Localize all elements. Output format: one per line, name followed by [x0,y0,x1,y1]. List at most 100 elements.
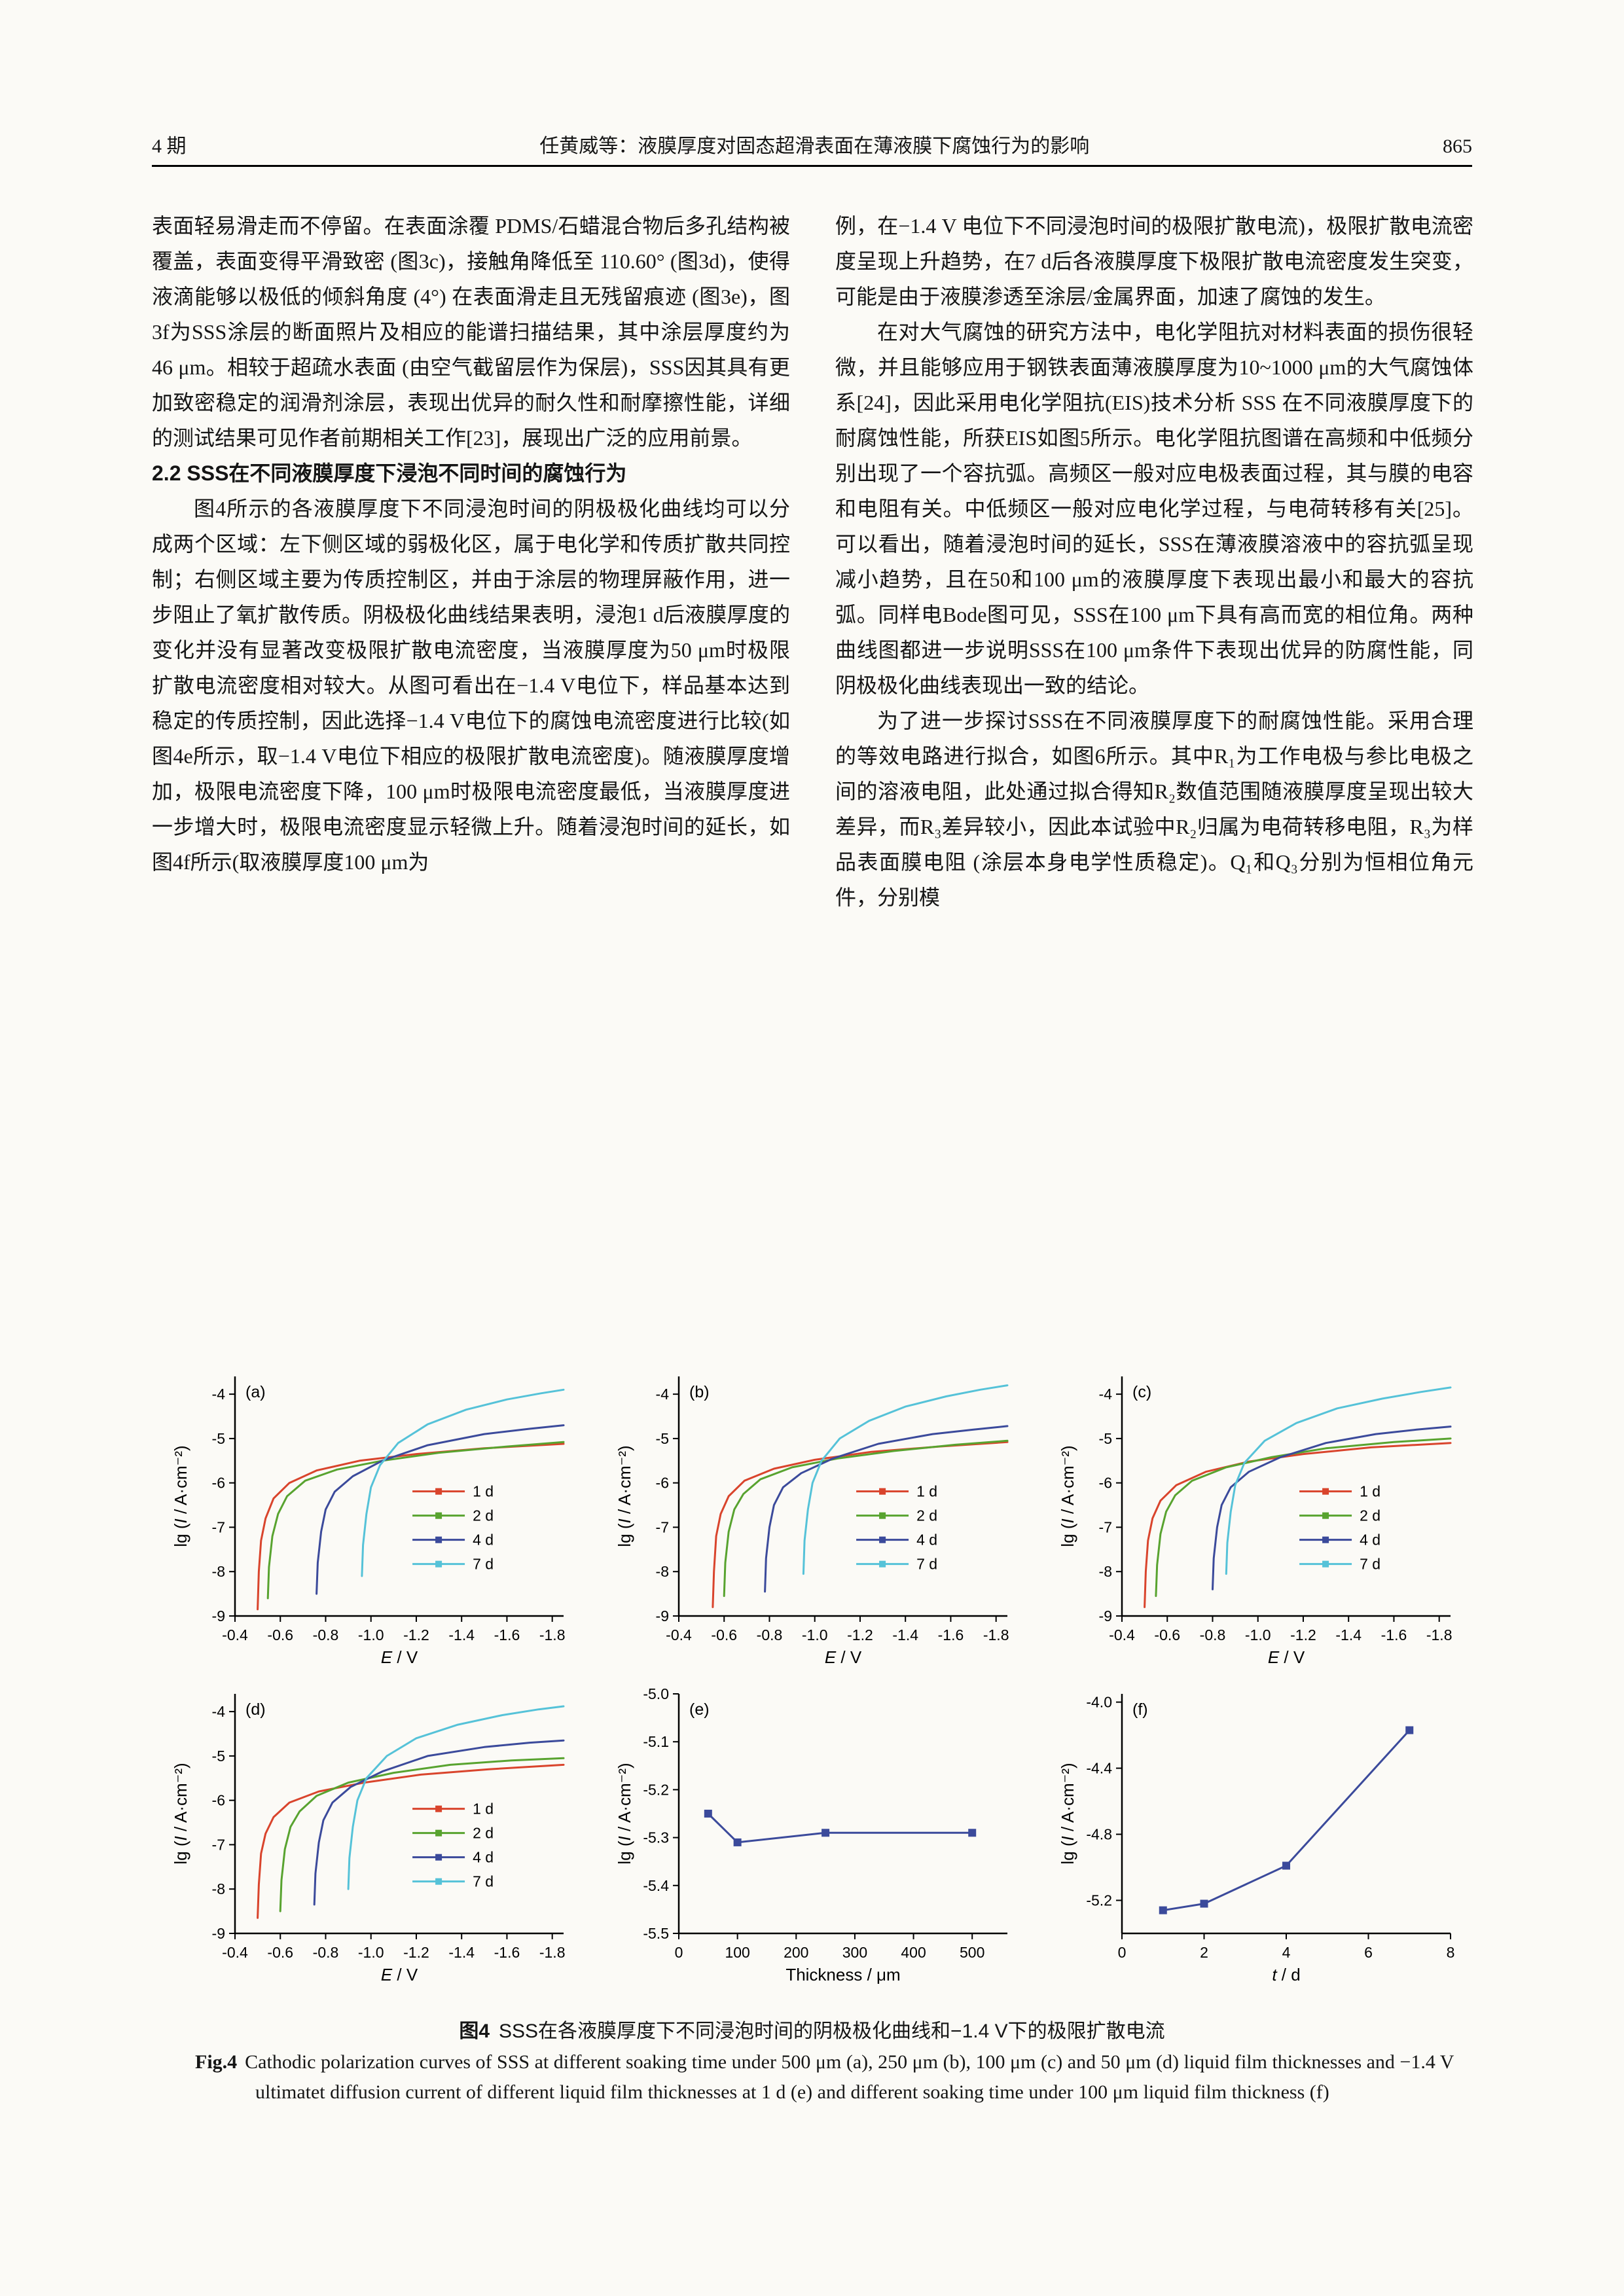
svg-text:4 d: 4 d [473,1849,494,1866]
svg-text:-1.0: -1.0 [1245,1626,1271,1643]
svg-text:4 d: 4 d [916,1532,937,1549]
svg-text:-8: -8 [1099,1563,1112,1580]
svg-text:2 d: 2 d [1360,1507,1380,1524]
svg-text:E / V: E / V [1268,1647,1305,1667]
svg-text:-5.2: -5.2 [643,1781,669,1798]
svg-text:4 d: 4 d [1360,1532,1380,1549]
svg-text:Thickness / μm: Thickness / μm [785,1965,900,1984]
svg-text:-6: -6 [655,1475,668,1492]
body-paragraph: 表面轻易滑走而不停留。在表面涂覆 PDMS/石蜡混合物后多孔结构被覆盖，表面变得… [152,214,790,450]
figure-caption-en: Fig.4 Cathodic polarization curves of SSS… [195,2047,1506,2108]
svg-text:-0.8: -0.8 [1200,1626,1226,1643]
svg-text:-5.3: -5.3 [643,1829,669,1846]
svg-text:7 d: 7 d [916,1556,937,1573]
svg-text:-4: -4 [655,1386,669,1403]
svg-text:-0.6: -0.6 [267,1626,293,1643]
svg-text:lg (I / A·cm⁻²): lg (I / A·cm⁻²) [1058,1445,1077,1547]
svg-text:E / V: E / V [381,1647,418,1667]
svg-text:-1.4: -1.4 [1335,1626,1362,1643]
svg-text:4 d: 4 d [473,1532,494,1549]
figure-caption-cn-label: 图4 [459,2020,490,2042]
svg-text:lg (I / A·cm⁻²): lg (I / A·cm⁻²) [1058,1763,1077,1864]
svg-text:2: 2 [1200,1944,1208,1961]
svg-text:-6: -6 [1099,1475,1112,1492]
svg-text:t / d: t / d [1272,1965,1300,1984]
svg-text:-1.0: -1.0 [358,1626,384,1643]
svg-text:-6: -6 [212,1792,225,1809]
svg-text:2 d: 2 d [473,1507,494,1524]
svg-text:-5.5: -5.5 [643,1925,669,1942]
svg-text:-5.4: -5.4 [643,1877,669,1894]
plot-c-polarization-100um: -0.4 -0.6 -0.8 -1.0 -1.2 -1.4 -1.6 -1.8 -9 -8 -7 -6… [1058,1376,1453,1667]
svg-text:(a): (a) [245,1383,266,1401]
body-paragraph: 在对大气腐蚀的研究方法中，电化学阻抗对材料表面的损伤很轻微，并且能够应用于钢铁表… [835,320,1473,697]
svg-text:-1.4: -1.4 [448,1626,475,1643]
figure-4: -0.4 -0.6 -0.8 -1.0 -1.2 -1.4 -1.6 -1.8 -9 -8 -7 -6… [167,1365,1460,1990]
plot-d-polarization-50um: -0.4 -0.6 -0.8 -1.0 -1.2 -1.4 -1.6 -1.8 -9 -8 -7 -6… [171,1694,566,1984]
svg-text:400: 400 [901,1944,926,1961]
svg-text:-1.8: -1.8 [983,1626,1009,1643]
svg-text:-8: -8 [655,1563,668,1580]
svg-text:-1.6: -1.6 [494,1626,520,1643]
svg-text:(d): (d) [245,1700,266,1719]
svg-text:2 d: 2 d [916,1507,937,1524]
svg-text:-0.8: -0.8 [313,1626,339,1643]
svg-text:-4.0: -4.0 [1086,1694,1112,1711]
svg-text:(f): (f) [1132,1700,1148,1719]
svg-text:-4: -4 [1099,1386,1113,1403]
svg-text:-1.0: -1.0 [358,1944,384,1961]
svg-text:-1.0: -1.0 [801,1626,827,1643]
svg-text:-5: -5 [655,1430,668,1447]
figure-caption-en-label: Fig.4 [195,2051,238,2073]
svg-text:-0.4: -0.4 [222,1626,248,1643]
svg-text:7 d: 7 d [473,1873,494,1890]
svg-text:-1.4: -1.4 [892,1626,918,1643]
svg-text:1 d: 1 d [473,1801,494,1818]
body-paragraph: 图4所示的各液膜厚度下不同浸泡时间的阴极极化曲线均可以分成两个区域：左下侧区域的… [152,497,790,874]
svg-text:200: 200 [784,1944,808,1961]
svg-text:-4.4: -4.4 [1086,1760,1112,1777]
svg-text:-0.6: -0.6 [267,1944,293,1961]
svg-text:300: 300 [842,1944,867,1961]
svg-text:lg (I / A·cm⁻²): lg (I / A·cm⁻²) [171,1763,190,1864]
svg-text:-1.2: -1.2 [1290,1626,1316,1643]
svg-text:-1.6: -1.6 [1381,1626,1407,1643]
svg-text:-7: -7 [655,1518,668,1535]
svg-text:-1.8: -1.8 [539,1944,566,1961]
svg-text:100: 100 [725,1944,749,1961]
svg-text:lg (I / A·cm⁻²): lg (I / A·cm⁻²) [615,1445,634,1547]
svg-text:E / V: E / V [381,1965,418,1984]
svg-text:-9: -9 [212,1607,225,1624]
page-number: 865 [1443,135,1472,157]
svg-text:-7: -7 [212,1836,225,1853]
plot-a-polarization-500um: -0.4 -0.6 -0.8 -1.0 -1.2 -1.4 -1.6 -1.8 -9 -8 -7 -6… [171,1376,566,1667]
svg-text:-1.2: -1.2 [403,1626,429,1643]
svg-text:-0.8: -0.8 [313,1944,339,1961]
plot-f-current-vs-time: 0 2 4 6 8 -5.2 -4.8 -4.4 -4.0 t / d lg (I / A·cm⁻²… [1058,1694,1455,1984]
svg-text:-9: -9 [655,1607,668,1624]
svg-text:-0.6: -0.6 [1154,1626,1180,1643]
svg-text:-5.2: -5.2 [1086,1892,1112,1909]
svg-text:-5: -5 [212,1430,225,1447]
body-paragraph: 例，在−1.4 V 电位下不同浸泡时间的极限扩散电流)，极限扩散电流密度呈现上升… [835,214,1473,308]
svg-text:8: 8 [1447,1944,1455,1961]
svg-text:1 d: 1 d [916,1483,937,1500]
svg-text:-5: -5 [212,1748,225,1765]
svg-text:500: 500 [960,1944,984,1961]
page-header: 4 期 任黄威等：液膜厚度对固态超滑表面在薄液膜下腐蚀行为的影响 865 [152,130,1472,158]
right-column: 例，在−1.4 V 电位下不同浸泡时间的极限扩散电流)，极限扩散电流密度呈现上升… [835,208,1473,915]
svg-text:-1.2: -1.2 [403,1944,429,1961]
svg-text:6: 6 [1364,1944,1373,1961]
header-divider [152,165,1472,167]
svg-text:-9: -9 [212,1925,225,1942]
svg-text:1 d: 1 d [1360,1483,1380,1500]
svg-text:-8: -8 [212,1563,225,1580]
svg-text:-1.8: -1.8 [1426,1626,1453,1643]
svg-text:-6: -6 [212,1475,225,1492]
svg-text:-8: -8 [212,1880,225,1897]
journal-issue: 4 期 [152,135,187,157]
svg-text:-5.1: -5.1 [643,1733,669,1750]
svg-text:-0.4: -0.4 [222,1944,248,1961]
svg-text:-1.2: -1.2 [847,1626,873,1643]
figure-caption-cn-text: SSS在各液膜厚度下不同浸泡时间的阴极极化曲线和−1.4 V下的极限扩散电流 [499,2020,1165,2042]
